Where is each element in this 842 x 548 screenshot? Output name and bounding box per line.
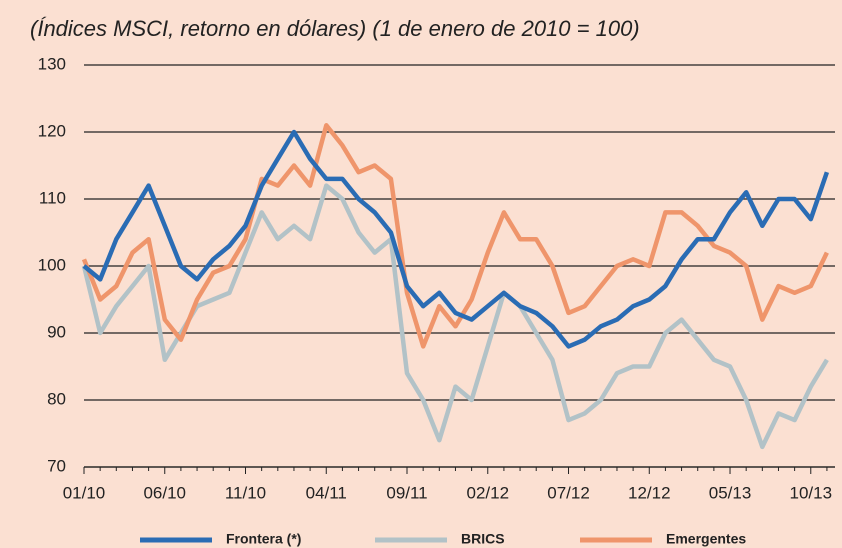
legend-label: Frontera (*): [226, 531, 301, 547]
x-tick-label: 02/12: [466, 483, 509, 502]
x-tick-label: 09/11: [386, 483, 427, 502]
x-tick-label: 06/10: [143, 483, 186, 502]
x-tick-label: 01/10: [63, 483, 106, 502]
chart-title: (Índices MSCI, retorno en dólares) (1 de…: [30, 16, 640, 41]
y-tick-label: 70: [47, 456, 66, 475]
y-tick-label: 110: [39, 188, 66, 207]
series-line: [81, 183, 829, 450]
y-tick-label: 90: [47, 322, 66, 341]
x-tick-label: 07/12: [547, 483, 590, 502]
y-tick-label: 130: [38, 54, 66, 73]
y-tick-label: 80: [47, 389, 66, 408]
series-line: [81, 123, 829, 349]
series-line: [82, 129, 830, 349]
x-tick-label: 11/10: [225, 483, 266, 502]
legend-label: BRICS: [461, 531, 505, 547]
x-tick-label: 05/13: [709, 483, 752, 502]
y-tick-label: 120: [38, 121, 66, 140]
x-tick-label: 04/11: [306, 483, 347, 502]
x-tick-label: 10/13: [790, 483, 833, 502]
y-tick-label: 100: [38, 255, 66, 274]
legend-label: Emergentes: [666, 531, 746, 547]
x-tick-label: 12/12: [628, 483, 671, 502]
